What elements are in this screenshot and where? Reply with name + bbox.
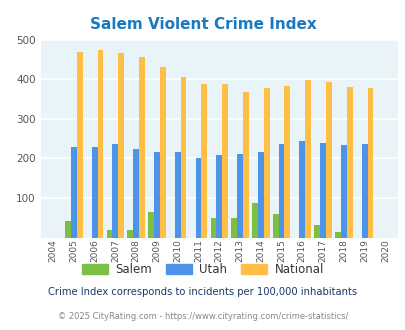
Bar bbox=[97, 50, 103, 238]
Bar bbox=[325, 82, 331, 238]
Bar bbox=[252, 203, 257, 238]
Text: Crime Index corresponds to incidents per 100,000 inhabitants: Crime Index corresponds to incidents per… bbox=[48, 287, 357, 297]
Bar bbox=[133, 149, 139, 238]
Bar bbox=[107, 230, 112, 238]
Bar bbox=[118, 53, 124, 238]
Bar bbox=[284, 86, 290, 238]
Bar bbox=[231, 218, 237, 238]
Bar bbox=[180, 77, 186, 238]
Text: © 2025 CityRating.com - https://www.cityrating.com/crime-statistics/: © 2025 CityRating.com - https://www.city… bbox=[58, 312, 347, 321]
Bar bbox=[210, 218, 216, 238]
Bar bbox=[222, 84, 227, 238]
Bar bbox=[298, 141, 305, 238]
Bar bbox=[112, 144, 118, 238]
Bar bbox=[65, 220, 71, 238]
Bar bbox=[92, 147, 97, 238]
Bar bbox=[77, 52, 82, 238]
Bar bbox=[278, 144, 284, 238]
Bar bbox=[153, 152, 160, 238]
Bar bbox=[305, 81, 310, 238]
Bar bbox=[201, 84, 207, 238]
Bar bbox=[127, 230, 133, 238]
Bar bbox=[367, 87, 373, 238]
Text: Salem Violent Crime Index: Salem Violent Crime Index bbox=[90, 17, 315, 32]
Bar bbox=[139, 57, 145, 238]
Legend: Salem, Utah, National: Salem, Utah, National bbox=[77, 258, 328, 281]
Bar bbox=[263, 88, 269, 238]
Bar bbox=[272, 214, 278, 238]
Bar bbox=[237, 154, 242, 238]
Bar bbox=[242, 92, 248, 238]
Bar bbox=[313, 225, 320, 238]
Bar bbox=[361, 144, 367, 238]
Bar bbox=[148, 212, 153, 238]
Bar bbox=[257, 152, 263, 238]
Bar bbox=[340, 145, 346, 238]
Bar bbox=[216, 155, 222, 238]
Bar bbox=[71, 147, 77, 238]
Bar bbox=[195, 158, 201, 238]
Bar bbox=[334, 232, 340, 238]
Bar bbox=[160, 67, 165, 238]
Bar bbox=[320, 143, 325, 238]
Bar bbox=[346, 87, 352, 238]
Bar bbox=[175, 152, 180, 238]
